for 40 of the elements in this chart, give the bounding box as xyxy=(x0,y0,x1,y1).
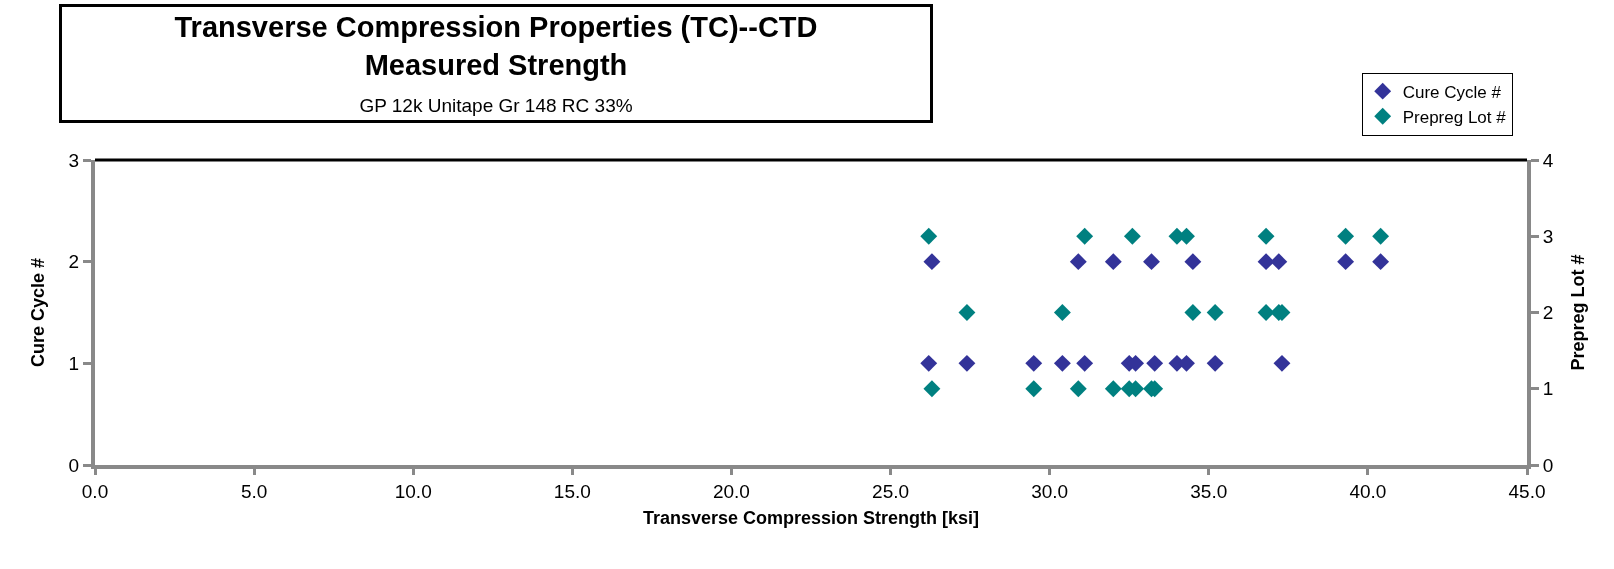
legend-label: Prepreg Lot # xyxy=(1402,107,1507,127)
point xyxy=(1025,380,1043,398)
point xyxy=(1206,304,1224,321)
y2-tick-label: 4 xyxy=(1542,149,1554,171)
y-axis-title: Cure Cycle # xyxy=(28,257,49,368)
x-tick-label: 25.0 xyxy=(872,480,910,502)
point xyxy=(1257,227,1275,245)
y-tick-label: 2 xyxy=(68,251,80,273)
y-tick-label: 0 xyxy=(68,454,80,476)
y-tick-label: 3 xyxy=(68,149,80,171)
point xyxy=(923,380,941,398)
point xyxy=(1123,227,1141,245)
y2-tick-label: 2 xyxy=(1542,302,1554,324)
x-tick-label: 10.0 xyxy=(394,480,432,502)
legend-label: Cure Cycle # xyxy=(1402,82,1502,102)
point xyxy=(1076,227,1094,245)
x-tick-label: 20.0 xyxy=(712,480,750,502)
x-tick-label: 40.0 xyxy=(1349,480,1387,502)
chart-subtitle: GP 12k Unitape Gr 148 RC 33% xyxy=(359,95,633,117)
point xyxy=(1184,304,1202,321)
y2-tick-label: 0 xyxy=(1542,454,1554,476)
point xyxy=(1337,227,1355,245)
y-tick-label: 1 xyxy=(68,352,80,374)
y2-tick-label: 3 xyxy=(1542,225,1554,247)
point xyxy=(1069,380,1087,398)
x-tick-label: 45.0 xyxy=(1508,480,1546,502)
y2-tick-label: 1 xyxy=(1542,378,1554,400)
x-tick-label: 5.0 xyxy=(240,480,268,502)
x-tick-label: 15.0 xyxy=(553,480,591,502)
point xyxy=(958,304,976,321)
point xyxy=(1104,380,1122,398)
x-tick-label: 35.0 xyxy=(1190,480,1228,502)
y2-axis-title: Prepreg Lot # xyxy=(1568,254,1589,371)
point xyxy=(920,227,938,245)
x-tick-label: 30.0 xyxy=(1031,480,1069,502)
chart-title: Transverse Compression Properties (TC)--CTD Measured Strength xyxy=(174,11,818,81)
point xyxy=(1053,304,1071,321)
point xyxy=(1372,227,1390,245)
x-axis-title: Transverse Compression Strength [ksi] xyxy=(642,508,980,529)
x-tick-label: 0.0 xyxy=(81,480,109,502)
